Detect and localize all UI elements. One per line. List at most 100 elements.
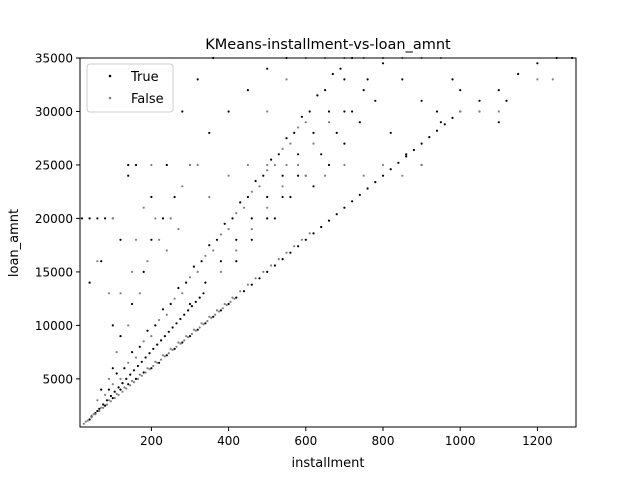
point-true bbox=[160, 339, 163, 342]
x-tick-label: 800 bbox=[372, 434, 395, 448]
point-true bbox=[381, 62, 385, 65]
point-false bbox=[227, 228, 230, 231]
point-true bbox=[196, 78, 199, 81]
point-true bbox=[242, 290, 246, 293]
point-false bbox=[113, 397, 116, 400]
point-true bbox=[165, 354, 168, 357]
chart-title: KMeans-installment-vs-loan_amnt bbox=[205, 37, 451, 53]
point-false bbox=[119, 292, 122, 295]
point-false bbox=[183, 339, 186, 342]
point-false bbox=[270, 264, 273, 267]
point-true bbox=[102, 403, 105, 406]
point-true bbox=[119, 238, 122, 241]
point-true bbox=[320, 153, 323, 156]
point-false bbox=[266, 206, 269, 209]
point-false bbox=[150, 163, 153, 167]
point-false bbox=[102, 406, 105, 409]
point-false bbox=[105, 403, 109, 406]
point-false bbox=[188, 163, 192, 167]
point-true bbox=[142, 371, 145, 374]
point-true bbox=[138, 345, 141, 348]
point-true bbox=[140, 360, 143, 363]
point-true bbox=[435, 129, 439, 132]
point-false bbox=[233, 297, 236, 300]
series-false bbox=[82, 56, 554, 425]
point-false bbox=[111, 383, 114, 386]
point-true bbox=[109, 394, 112, 398]
point-true bbox=[250, 217, 253, 220]
point-false bbox=[281, 147, 284, 150]
point-true bbox=[194, 300, 197, 303]
point-true bbox=[497, 89, 500, 92]
point-true bbox=[266, 195, 269, 199]
point-true bbox=[270, 158, 273, 161]
point-false bbox=[107, 377, 110, 380]
point-false bbox=[266, 163, 269, 167]
point-true bbox=[366, 78, 369, 81]
y-axis: 5000 10000 15000 20000 25000 30000 35000 bbox=[35, 52, 80, 386]
point-true bbox=[435, 110, 439, 113]
point-false bbox=[308, 232, 311, 235]
point-true bbox=[181, 341, 184, 344]
point-false bbox=[150, 335, 153, 338]
point-true bbox=[154, 324, 157, 327]
point-true bbox=[150, 195, 153, 199]
point-true bbox=[312, 232, 315, 235]
point-false bbox=[478, 110, 481, 113]
point-false bbox=[192, 328, 195, 331]
point-true bbox=[96, 409, 99, 413]
point-false bbox=[96, 399, 99, 402]
point-false bbox=[239, 290, 242, 293]
point-false bbox=[273, 163, 276, 167]
point-false bbox=[161, 354, 165, 357]
point-false bbox=[497, 110, 500, 113]
point-false bbox=[131, 270, 134, 273]
legend-label-false: False bbox=[131, 92, 164, 107]
point-false bbox=[86, 419, 89, 422]
point-true bbox=[183, 313, 186, 316]
point-true bbox=[246, 195, 249, 199]
point-true bbox=[204, 322, 207, 325]
point-true bbox=[235, 296, 238, 299]
point-true bbox=[397, 161, 400, 164]
point-false bbox=[131, 379, 134, 383]
point-false bbox=[262, 270, 265, 273]
point-true bbox=[250, 283, 253, 286]
point-true bbox=[362, 89, 365, 92]
y-tick-label: 25000 bbox=[35, 158, 73, 172]
point-true bbox=[219, 309, 222, 312]
point-true bbox=[163, 335, 166, 338]
point-true bbox=[443, 123, 446, 126]
point-false bbox=[134, 356, 138, 359]
point-true bbox=[300, 115, 303, 118]
point-true bbox=[104, 217, 107, 220]
point-true bbox=[536, 62, 539, 65]
point-false bbox=[96, 260, 99, 263]
point-false bbox=[146, 260, 149, 263]
point-true bbox=[451, 116, 454, 119]
x-tick-label: 600 bbox=[294, 434, 317, 448]
point-true bbox=[277, 153, 280, 156]
point-true bbox=[331, 72, 334, 76]
point-false bbox=[420, 163, 423, 167]
point-true bbox=[98, 407, 101, 410]
point-false bbox=[362, 174, 365, 177]
point-true bbox=[297, 245, 300, 248]
point-true bbox=[401, 78, 404, 81]
point-false bbox=[138, 373, 141, 376]
point-true bbox=[111, 367, 114, 370]
point-false bbox=[175, 345, 178, 348]
point-true bbox=[208, 244, 211, 247]
point-true bbox=[250, 238, 253, 241]
point-true bbox=[96, 217, 99, 220]
point-true bbox=[324, 89, 327, 92]
point-false bbox=[304, 121, 307, 124]
point-true bbox=[339, 67, 342, 70]
point-false bbox=[200, 322, 203, 325]
point-false bbox=[242, 206, 246, 209]
point-true bbox=[185, 281, 188, 284]
point-false bbox=[536, 78, 539, 81]
y-tick-label: 15000 bbox=[35, 265, 73, 279]
point-false bbox=[107, 399, 110, 402]
point-true bbox=[117, 386, 120, 389]
